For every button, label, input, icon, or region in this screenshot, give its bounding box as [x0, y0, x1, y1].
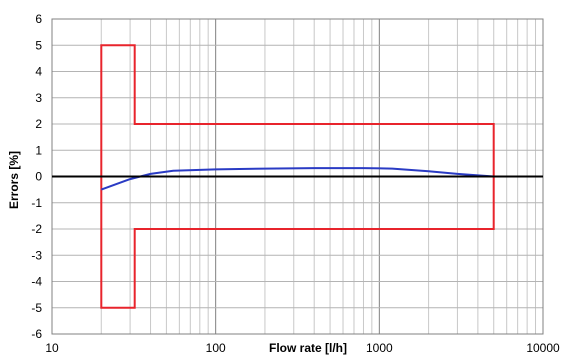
y-tick-label: 1: [35, 143, 42, 157]
x-tick-label: 10: [45, 341, 59, 355]
y-tick-label: -5: [31, 301, 42, 315]
x-tick-label: 1000: [366, 341, 393, 355]
y-tick-label: 3: [35, 91, 42, 105]
x-tick-label: 100: [206, 341, 226, 355]
y-tick-label: -6: [31, 327, 42, 341]
error-curve-line: [100, 167, 494, 191]
y-tick-label: -1: [31, 196, 42, 210]
y-tick-labels: 6 5 4 3 2 1 0 -1 -2 -3 -4 -5 -6: [31, 12, 42, 341]
y-tick-label: 6: [35, 12, 42, 26]
x-tick-labels: 10 100 1000 10000: [45, 341, 560, 355]
y-axis-title: Errors [%]: [7, 151, 21, 209]
x-axis-title: Flow rate [l/h]: [269, 341, 347, 355]
y-tick-label: 0: [35, 170, 42, 184]
y-tick-label: 2: [35, 117, 42, 131]
tolerance-limit-line: [100, 44, 495, 309]
x-tick-label: 10000: [526, 341, 560, 355]
y-tick-label: -4: [31, 275, 42, 289]
plot-frame: [51, 18, 544, 335]
y-tick-label: -3: [31, 248, 42, 262]
y-tick-label: -2: [31, 222, 42, 236]
y-tick-label: 4: [35, 65, 42, 79]
y-tick-label: 5: [35, 38, 42, 52]
series-group: [100, 44, 495, 309]
